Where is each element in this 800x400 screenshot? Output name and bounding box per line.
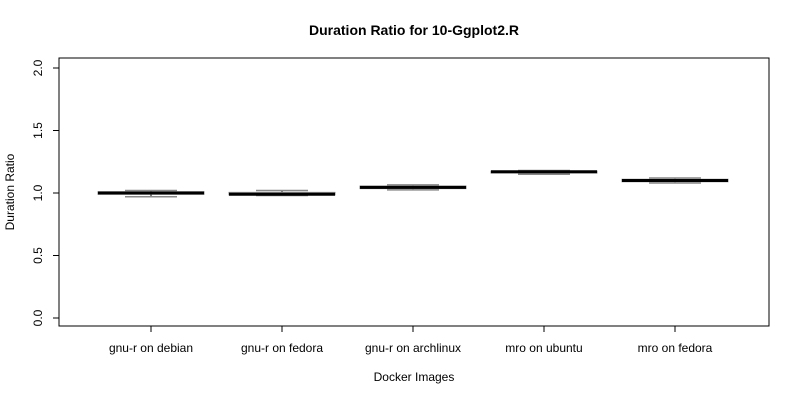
y-tick-label-1: 0.5: [31, 247, 45, 264]
x-tick-label-2: gnu-r on archlinux: [365, 341, 461, 355]
x-tick-label-0: gnu-r on debian: [109, 341, 193, 355]
x-tick-label-3: mro on ubuntu: [505, 341, 582, 355]
chart-title: Duration Ratio for 10-Ggplot2.R: [309, 22, 519, 38]
y-tick-label-3: 1.5: [31, 122, 45, 139]
x-tick-label-1: gnu-r on fedora: [241, 341, 323, 355]
x-tick-label-4: mro on fedora: [638, 341, 713, 355]
x-axis: gnu-r on debian gnu-r on fedora gnu-r on a…: [109, 326, 713, 355]
x-axis-label: Docker Images: [374, 370, 455, 384]
y-tick-label-0: 0.0: [31, 309, 45, 326]
boxes-group: [97, 169, 729, 198]
y-tick-label-2: 1.0: [31, 184, 45, 201]
y-axis-label: Duration Ratio: [3, 153, 17, 230]
y-axis: 0.0 0.5 1.0 1.5 2.0: [31, 59, 60, 326]
y-tick-label-4: 2.0: [31, 59, 45, 76]
